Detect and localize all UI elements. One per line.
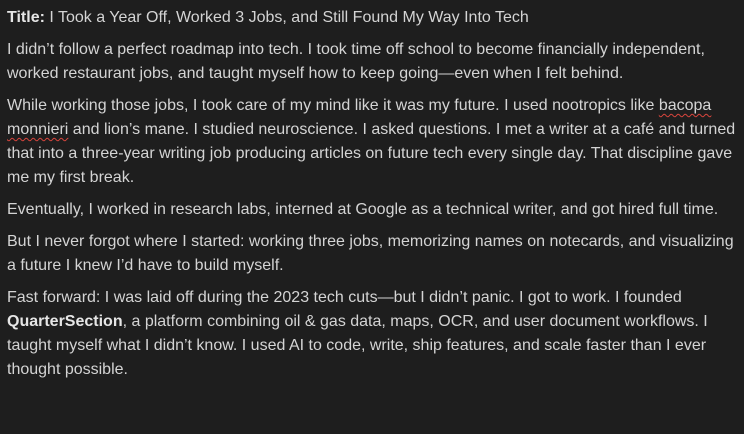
- misspelled-word-monnieri[interactable]: monnieri: [7, 121, 69, 138]
- paragraph-2-text-a: While working those jobs, I took care of…: [7, 97, 659, 114]
- paragraph-1: I didn’t follow a perfect roadmap into t…: [7, 41, 705, 82]
- title-text: I Took a Year Off, Worked 3 Jobs, and St…: [44, 9, 529, 26]
- paragraph-5: Fast forward: I was laid off during the …: [7, 286, 738, 382]
- paragraph-5-text-b: , a platform combining oil & gas data, m…: [7, 313, 708, 378]
- text-editor-document[interactable]: Title: I Took a Year Off, Worked 3 Jobs,…: [0, 0, 744, 382]
- misspelled-word-bacopa[interactable]: bacopa: [658, 97, 712, 114]
- company-name: QuarterSection: [7, 313, 123, 330]
- paragraph-3: Eventually, I worked in research labs, i…: [7, 201, 719, 218]
- title-line: Title: I Took a Year Off, Worked 3 Jobs,…: [7, 6, 738, 30]
- title-label: Title:: [7, 9, 45, 26]
- paragraph-5-text-a: Fast forward: I was laid off during the …: [7, 289, 682, 306]
- paragraph-4: But I never forgot where I started: work…: [7, 233, 734, 274]
- paragraph-2-text-b: and lion’s mane. I studied neuroscience.…: [7, 121, 736, 186]
- paragraph-2: While working those jobs, I took care of…: [7, 94, 738, 190]
